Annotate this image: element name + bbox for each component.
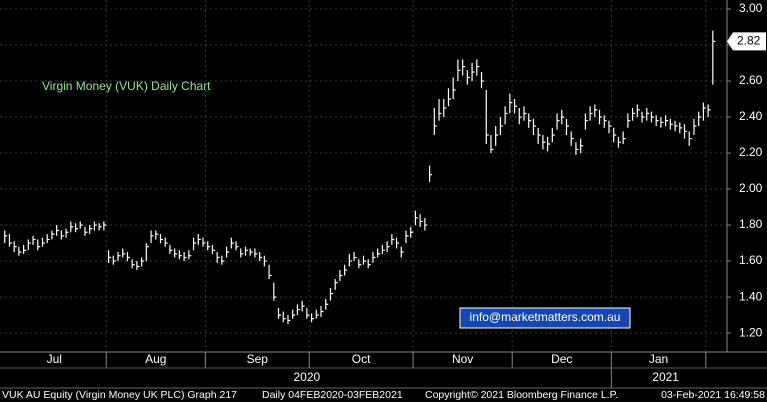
x-tick-label: Aug xyxy=(145,352,166,366)
y-tick-label: 3.00 xyxy=(739,1,763,15)
x-tick-label: Oct xyxy=(352,352,371,366)
y-tick-label: 1.40 xyxy=(739,289,763,303)
footer-time: 03-Feb-2021 16:49:58 xyxy=(661,389,765,401)
y-tick-label: 2.00 xyxy=(739,181,763,195)
footer-left: VUK AU Equity (Virgin Money UK PLC) Grap… xyxy=(2,389,237,401)
x-tick-label: Sep xyxy=(247,352,269,366)
last-price-label: 2.82 xyxy=(737,34,761,48)
x-tick-label: Nov xyxy=(452,352,473,366)
footer-range: Daily 04FEB2020-03FEB2021 xyxy=(262,389,403,401)
x-tick-label: Jan xyxy=(649,352,668,366)
year-label: 2021 xyxy=(652,370,679,384)
year-label: 2020 xyxy=(293,370,320,384)
annotation: Virgin Money (VUK) Daily Chart xyxy=(42,79,211,93)
y-tick-label: 1.20 xyxy=(739,325,763,339)
footer-copyright: Copyright© 2021 Bloomberg Finance L.P. xyxy=(425,389,618,401)
watermark: info@marketmatters.com.au xyxy=(470,310,621,324)
watermark-box xyxy=(459,307,631,329)
y-tick-label: 1.80 xyxy=(739,217,763,231)
y-tick-label: 1.60 xyxy=(739,253,763,267)
y-tick-label: 2.40 xyxy=(739,109,763,123)
x-tick-label: Dec xyxy=(551,352,572,366)
y-tick-label: 2.20 xyxy=(739,145,763,159)
x-tick-label: Jul xyxy=(47,352,62,366)
y-tick-label: 2.60 xyxy=(739,73,763,87)
last-price-box xyxy=(727,32,766,51)
